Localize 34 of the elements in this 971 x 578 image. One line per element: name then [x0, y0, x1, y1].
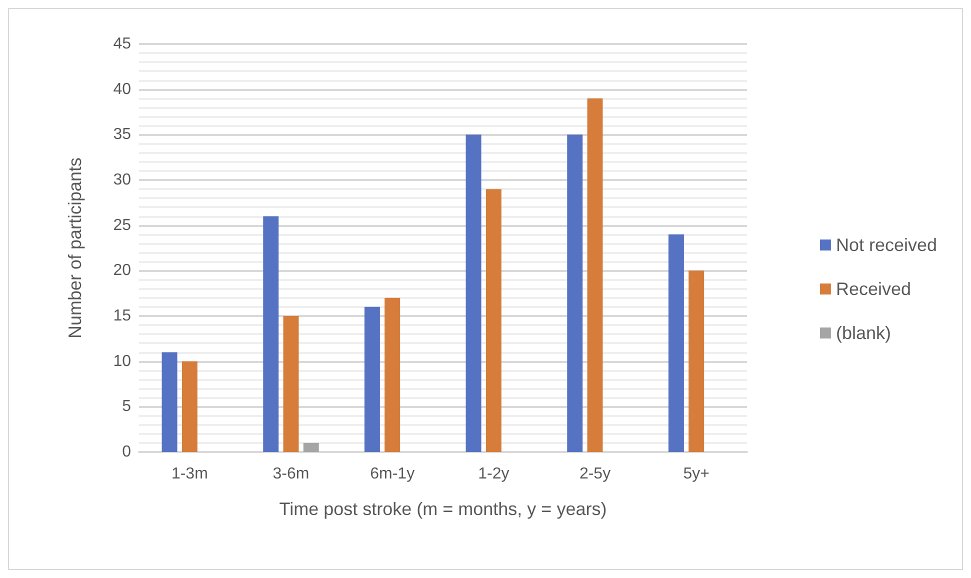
bar: [688, 270, 704, 452]
y-tick-label: 20: [113, 262, 132, 280]
y-tick-label: 15: [113, 308, 132, 324]
legend-label: Received: [836, 279, 911, 299]
y-tick-label: 40: [113, 80, 132, 98]
bar: [182, 361, 198, 452]
y-axis-title: Number of participants: [65, 157, 85, 339]
x-tick-label: 5y+: [683, 466, 710, 482]
x-tick-label: 2-5y: [579, 466, 611, 482]
y-tick-label: 30: [113, 172, 132, 188]
bar: [162, 352, 178, 452]
legend-label: Not received: [836, 235, 938, 255]
y-tick-label: 45: [113, 36, 132, 52]
bar: [283, 316, 299, 452]
bar: [567, 134, 583, 452]
bar: [263, 216, 279, 452]
x-axis-title: Time post stroke (m = months, y = years): [279, 499, 607, 519]
x-tick-label: 3-6m: [272, 466, 310, 482]
bar: [486, 189, 502, 452]
y-tick-label: 35: [113, 126, 132, 144]
x-tick-label: 1-3m: [171, 466, 208, 482]
bar: [587, 98, 603, 452]
legend-label: (blank): [836, 323, 891, 343]
y-tick-label: 25: [113, 216, 132, 234]
bar: [668, 234, 684, 452]
y-tick-label: 5: [122, 398, 132, 416]
x-tick-label: 6m-1y: [370, 466, 415, 482]
bar: [384, 298, 400, 452]
y-tick-label: 0: [122, 444, 132, 460]
bar: [303, 442, 319, 452]
x-tick-label: 1-2y: [478, 466, 510, 482]
bar: [364, 306, 380, 452]
bar: [466, 134, 482, 452]
y-tick-label: 10: [113, 352, 132, 370]
